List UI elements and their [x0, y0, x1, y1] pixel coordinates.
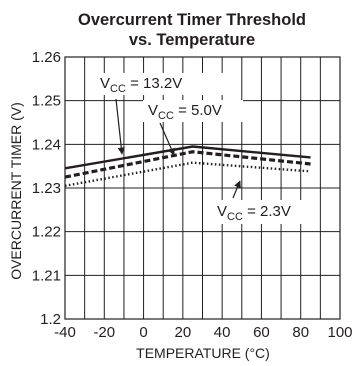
y-tick-label: 1.26	[32, 49, 61, 66]
series-lines	[64, 145, 311, 187]
y-tick-label: 1.24	[32, 136, 61, 153]
x-tick-label: -40	[54, 324, 76, 341]
x-tick-label: 80	[292, 324, 309, 341]
annotation-arrow	[115, 98, 125, 155]
series-line-1	[64, 145, 311, 170]
series-line-2	[64, 150, 311, 179]
annotation-arrow	[232, 180, 241, 199]
series-line-3	[64, 161, 311, 187]
x-tick-label: 0	[139, 324, 147, 341]
tick-labels: -40 -20 0 20 40 60 80 100 1.2 1.21 1.22 1.23 1.24 1.2…	[32, 49, 353, 341]
x-tick-label: -20	[93, 324, 115, 341]
x-tick-label: 100	[327, 324, 352, 341]
y-axis-label: OVERCURRENT TIMER (V)	[8, 102, 24, 280]
y-tick-label: 1.2	[40, 311, 61, 328]
annotation-background	[96, 73, 238, 95]
x-tick-label: 60	[253, 324, 270, 341]
grid	[64, 56, 341, 320]
x-tick-label: 40	[214, 324, 231, 341]
x-axis-label: TEMPERATURE (°C)	[136, 345, 270, 361]
y-tick-label: 1.22	[32, 224, 61, 241]
series-annotation-label: VCC = 5.0V	[148, 102, 222, 122]
chart-subtitle: vs. Temperature	[129, 31, 255, 49]
x-tick-label: 20	[175, 324, 192, 341]
series-annotation-label: VCC = 13.2V	[100, 75, 182, 95]
y-tick-label: 1.23	[32, 180, 61, 197]
plot-frame	[64, 56, 341, 320]
y-tick-label: 1.21	[32, 267, 61, 284]
annotation-background	[212, 200, 314, 224]
series-annotation-label: VCC = 2.3V	[217, 203, 291, 223]
annotations: VCC = 13.2V VCC = 5.0V VCC = 2.3V	[96, 73, 314, 224]
annotation-arrow	[159, 122, 175, 156]
chart-title: Overcurrent Timer Threshold	[78, 11, 306, 29]
annotation-background	[143, 100, 243, 122]
y-tick-label: 1.25	[32, 93, 61, 110]
